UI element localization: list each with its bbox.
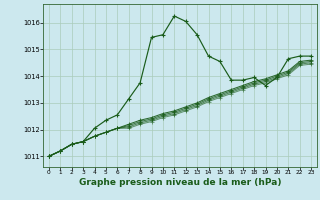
X-axis label: Graphe pression niveau de la mer (hPa): Graphe pression niveau de la mer (hPa) [79, 178, 281, 187]
